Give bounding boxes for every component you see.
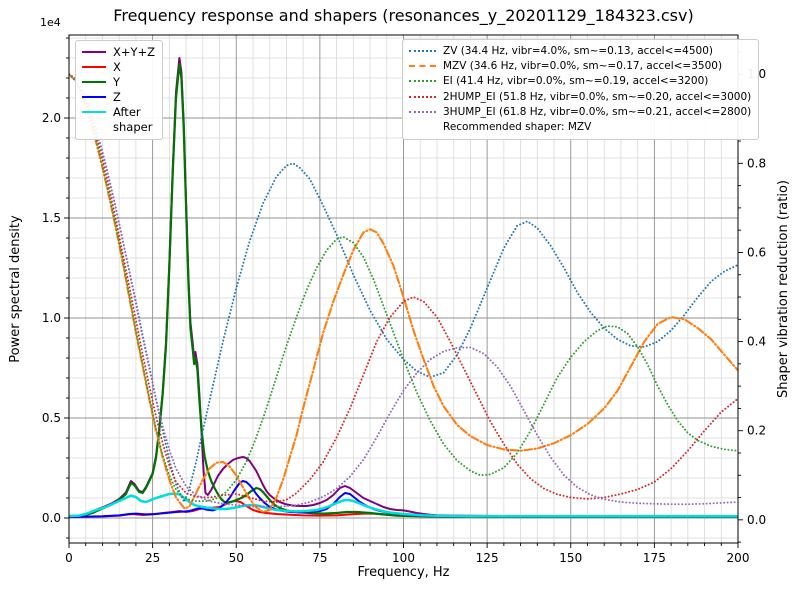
legend-line-mzv-icon bbox=[409, 65, 436, 68]
svg-text:0.6: 0.6 bbox=[747, 245, 766, 259]
legend-label-x: X bbox=[113, 60, 121, 74]
svg-text:0.0: 0.0 bbox=[42, 511, 61, 525]
series-2hump-ei bbox=[69, 73, 738, 503]
svg-text:75: 75 bbox=[312, 551, 327, 565]
legend-label-z: Z bbox=[113, 90, 121, 104]
svg-text:1.5: 1.5 bbox=[42, 211, 61, 225]
legend-line-x-icon bbox=[82, 66, 106, 68]
legend-line-x-y-z-icon bbox=[82, 51, 106, 53]
svg-text:150: 150 bbox=[559, 551, 582, 565]
y-axis-label-left: Power spectral density bbox=[8, 215, 23, 363]
series-group bbox=[69, 57, 738, 518]
legend-line-zv-icon bbox=[409, 50, 436, 52]
chart-title: Frequency response and shapers (resonanc… bbox=[113, 6, 694, 25]
shaper-legend: ZV (34.4 Hz, vibr=4.0%, sm~=0.13, accel<… bbox=[402, 39, 760, 141]
legend-label-recommended-shaper: Recommended shaper: MZV bbox=[443, 121, 592, 134]
legend-item-y: Y bbox=[82, 75, 155, 90]
legend-label-2hump-ei: 2HUMP_EI (51.8 Hz, vibr=0.0%, sm~=0.20, … bbox=[443, 90, 752, 103]
tick-labels: 0 25 50 75 100 125 150 175 200 0.0 0.5 1.0 1.5 2.0 0.0… bbox=[42, 67, 766, 565]
svg-text:25: 25 bbox=[145, 551, 160, 565]
legend-item-x-y-z: X+Y+Z bbox=[82, 45, 155, 60]
svg-text:175: 175 bbox=[643, 551, 666, 565]
legend-label-y: Y bbox=[113, 75, 121, 89]
svg-text:100: 100 bbox=[392, 551, 415, 565]
legend-line-after-shaper-icon bbox=[82, 111, 106, 113]
svg-text:0: 0 bbox=[65, 551, 73, 565]
legend-item-x: X bbox=[82, 60, 155, 75]
svg-text:125: 125 bbox=[476, 551, 499, 565]
legend-item-3hump-ei: 3HUMP_EI (61.8 Hz, vibr=0.0%, sm~=0.21, … bbox=[409, 105, 751, 120]
svg-text:0.5: 0.5 bbox=[42, 411, 61, 425]
legend-line-3hump-ei-icon bbox=[409, 110, 436, 113]
series-after-shaper bbox=[69, 492, 738, 518]
legend-label-x-y-z: X+Y+Z bbox=[113, 45, 156, 59]
legend-item-mzv: MZV (34.6 Hz, vibr=0.0%, sm~=0.17, accel… bbox=[409, 59, 751, 74]
legend-label-after-shaper: After shaper bbox=[113, 105, 153, 134]
legend-item-after-shaper: After shaper bbox=[82, 105, 155, 135]
legend-item-recommended-shaper: Recommended shaper: MZV bbox=[409, 120, 751, 135]
legend-item-ei: EI (41.4 Hz, vibr=0.0%, sm~=0.19, accel<… bbox=[409, 74, 751, 89]
y-axis-offset-label: 1e4 bbox=[40, 16, 61, 29]
svg-text:0.8: 0.8 bbox=[747, 156, 766, 170]
series-3hump-ei bbox=[69, 73, 738, 508]
legend-line-ei-icon bbox=[409, 80, 436, 83]
series-ei bbox=[69, 73, 738, 503]
svg-text:0.0: 0.0 bbox=[747, 513, 766, 527]
svg-text:2.0: 2.0 bbox=[42, 111, 61, 125]
legend-item-z: Z bbox=[82, 90, 155, 105]
psd-legend: X+Y+Z X Y Z After shaper bbox=[75, 40, 164, 140]
legend-label-3hump-ei: 3HUMP_EI (61.8 Hz, vibr=0.0%, sm~=0.21, … bbox=[443, 105, 752, 118]
legend-item-zv: ZV (34.4 Hz, vibr=4.0%, sm~=0.13, accel<… bbox=[409, 44, 751, 59]
y-axis-label-right: Shaper vibration reduction (ratio) bbox=[776, 180, 791, 398]
legend-item-2hump-ei: 2HUMP_EI (51.8 Hz, vibr=0.0%, sm~=0.20, … bbox=[409, 90, 751, 105]
svg-text:0.4: 0.4 bbox=[747, 335, 766, 349]
legend-line-y-icon bbox=[82, 81, 106, 83]
legend-label-zv: ZV (34.4 Hz, vibr=4.0%, sm~=0.13, accel<… bbox=[443, 45, 713, 57]
axis-ticks bbox=[64, 37, 743, 548]
svg-text:0.2: 0.2 bbox=[747, 424, 766, 438]
x-axis-label: Frequency, Hz bbox=[357, 565, 450, 580]
svg-text:1.0: 1.0 bbox=[42, 311, 61, 325]
svg-text:200: 200 bbox=[727, 551, 750, 565]
legend-line-z-icon bbox=[82, 96, 106, 98]
legend-label-mzv: MZV (34.6 Hz, vibr=0.0%, sm~=0.17, accel… bbox=[443, 60, 723, 73]
legend-line-2hump-ei-icon bbox=[409, 95, 436, 98]
legend-label-ei: EI (41.4 Hz, vibr=0.0%, sm~=0.19, accel<… bbox=[443, 75, 709, 88]
svg-text:50: 50 bbox=[229, 551, 244, 565]
